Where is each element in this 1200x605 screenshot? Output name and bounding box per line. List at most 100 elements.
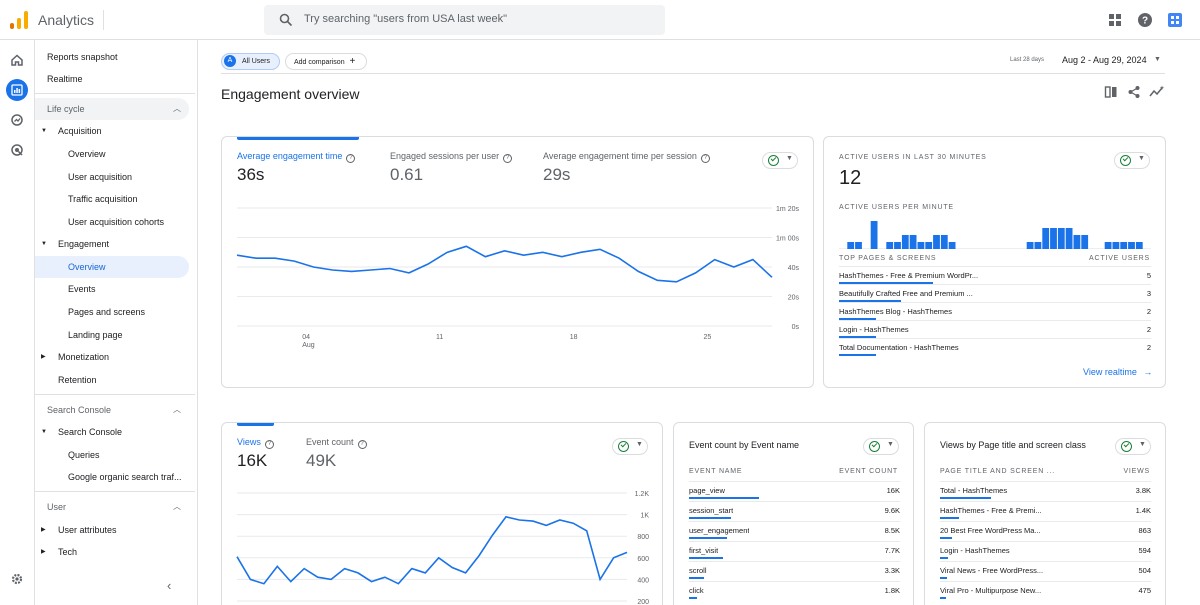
help-icon[interactable]: ?: [503, 154, 513, 163]
comparison-toggle[interactable]: ▼: [863, 438, 899, 455]
sidebar-item-retention[interactable]: Retention: [35, 369, 189, 391]
search-bar[interactable]: Try searching "users from USA last week": [264, 5, 665, 35]
sidebar-item-traffic-acquisition[interactable]: Traffic acquisition: [35, 188, 189, 210]
table-row[interactable]: page_view 16K: [689, 481, 900, 501]
sidebar-item-user-acquisition[interactable]: User acquisition: [35, 166, 189, 188]
minute-bar[interactable]: [855, 242, 862, 249]
minute-bar[interactable]: [847, 242, 855, 249]
minute-bar[interactable]: [894, 242, 901, 249]
minute-bar[interactable]: [1081, 235, 1089, 249]
table-row[interactable]: Viral News - Free WordPress... 504: [940, 561, 1151, 581]
sidebar-item-events[interactable]: Events: [35, 278, 189, 300]
table-row[interactable]: Login - HashThemes 594: [940, 541, 1151, 561]
sidebar-item-monetization[interactable]: ▶ Monetization: [35, 346, 189, 368]
table-row[interactable]: scroll 3.3K: [689, 561, 900, 581]
metric-tab-views[interactable]: Views?: [237, 437, 274, 449]
reports-icon[interactable]: [6, 79, 28, 101]
sidebar-item-engagement[interactable]: ▼ Engagement: [35, 233, 189, 255]
view-realtime-link[interactable]: View realtime →: [1083, 367, 1152, 377]
compare-view-icon[interactable]: [1104, 85, 1118, 99]
help-icon[interactable]: ?: [346, 154, 356, 163]
collapse-nav-icon[interactable]: ‹: [167, 578, 172, 593]
analytics-logo-icon[interactable]: [10, 11, 28, 29]
sidebar-item-pages-and-screens[interactable]: Pages and screens: [35, 301, 189, 323]
date-range-dropdown-icon[interactable]: ▼: [1154, 56, 1161, 63]
series-line[interactable]: [236, 245, 773, 283]
insights-icon[interactable]: [1149, 85, 1165, 99]
sidebar-item-realtime[interactable]: Realtime: [35, 68, 189, 90]
minute-bar[interactable]: [1120, 242, 1128, 249]
sidebar-item-user-acquisition-cohorts[interactable]: User acquisition cohorts: [35, 211, 189, 233]
series-line[interactable]: [236, 515, 628, 585]
table-row[interactable]: Total - HashThemes 3.8K: [940, 481, 1151, 501]
add-comparison-button[interactable]: Add comparison +: [285, 53, 367, 70]
help-icon[interactable]: ?: [264, 440, 274, 449]
comparison-toggle[interactable]: ▼: [762, 152, 798, 169]
minute-bar[interactable]: [1112, 242, 1120, 249]
minute-bar[interactable]: [1128, 242, 1135, 249]
minute-bar[interactable]: [1073, 235, 1081, 249]
account-icon[interactable]: [1167, 12, 1183, 28]
minute-bar[interactable]: [1050, 228, 1057, 249]
table-row[interactable]: HashThemes Blog - HashThemes 2: [839, 302, 1151, 322]
sidebar-item-google-organic-search-traf[interactable]: Google organic search traf...: [35, 466, 189, 488]
apps-grid-icon[interactable]: [1107, 12, 1123, 28]
comparison-toggle[interactable]: ▼: [1114, 152, 1150, 169]
metric-tab-avg-engagement-time[interactable]: Average engagement time?: [237, 151, 356, 163]
settings-icon[interactable]: [6, 568, 28, 590]
sidebar-item-life-cycle[interactable]: Life cycle ︿: [35, 98, 189, 120]
table-row[interactable]: HashThemes - Free & Premium WordPr... 5: [839, 266, 1151, 286]
minute-bar[interactable]: [870, 221, 878, 249]
sidebar-item-search-console[interactable]: ▼ Search Console: [35, 421, 189, 443]
sidebar-item-acquisition[interactable]: ▼ Acquisition: [35, 120, 189, 142]
sidebar-item-user-attributes[interactable]: ▶ User attributes: [35, 519, 189, 541]
metric-tab-event-count[interactable]: Event count?: [306, 437, 367, 449]
sidebar-item-overview[interactable]: Overview: [35, 256, 189, 278]
minute-bar[interactable]: [925, 242, 933, 249]
comparison-toggle[interactable]: ▼: [612, 438, 648, 455]
comparison-toggle[interactable]: ▼: [1115, 438, 1151, 455]
minute-bar[interactable]: [1135, 242, 1143, 249]
help-icon[interactable]: ?: [700, 154, 710, 163]
minute-bar[interactable]: [886, 242, 894, 249]
table-row[interactable]: Login - HashThemes 2: [839, 320, 1151, 340]
table-row[interactable]: Viral Pro - Multipurpose New... 475: [940, 581, 1151, 601]
minute-bar[interactable]: [917, 242, 925, 249]
segment-chip-all-users[interactable]: A All Users: [221, 53, 280, 70]
sidebar-item-tech[interactable]: ▶ Tech: [35, 541, 189, 563]
sidebar-item-search-console[interactable]: Search Console ︿: [35, 399, 189, 421]
sidebar-item-overview[interactable]: Overview: [35, 143, 189, 165]
metric-tab-avg-time-per-session[interactable]: Average engagement time per session?: [543, 151, 710, 163]
table-row[interactable]: session_start 9.6K: [689, 501, 900, 521]
minute-bar[interactable]: [933, 235, 940, 249]
table-row[interactable]: Beautifully Crafted Free and Premium ...…: [839, 284, 1151, 304]
sidebar-item-reports-snapshot[interactable]: Reports snapshot: [35, 46, 189, 68]
table-row[interactable]: click 1.8K: [689, 581, 900, 601]
advertising-icon[interactable]: [6, 139, 28, 161]
search-placeholder[interactable]: Try searching "users from USA last week": [304, 13, 508, 25]
explore-icon[interactable]: [6, 109, 28, 131]
table-row[interactable]: 20 Best Free WordPress Ma... 863: [940, 521, 1151, 541]
sidebar-item-queries[interactable]: Queries: [35, 444, 189, 466]
app-title[interactable]: Analytics: [38, 12, 95, 28]
date-range-value[interactable]: Aug 2 - Aug 29, 2024: [1062, 55, 1147, 65]
help-icon[interactable]: ?: [357, 440, 367, 449]
minute-bar[interactable]: [940, 235, 948, 249]
share-icon[interactable]: [1127, 85, 1141, 99]
table-row[interactable]: user_engagement 8.5K: [689, 521, 900, 541]
help-icon[interactable]: ?: [1137, 12, 1153, 28]
metric-tab-engaged-sessions[interactable]: Engaged sessions per user?: [390, 151, 513, 163]
home-icon[interactable]: [6, 49, 28, 71]
sidebar-item-landing-page[interactable]: Landing page: [35, 324, 189, 346]
table-row[interactable]: first_visit 7.7K: [689, 541, 900, 561]
minute-bar[interactable]: [948, 242, 956, 249]
date-range-preset[interactable]: Last 28 days: [1010, 57, 1045, 63]
minute-bar[interactable]: [901, 235, 909, 249]
minute-bar[interactable]: [1034, 242, 1042, 249]
table-row[interactable]: Total Documentation - HashThemes 2: [839, 338, 1151, 358]
sidebar-item-user[interactable]: User ︿: [35, 496, 189, 518]
table-row[interactable]: HashThemes - Free & Premi... 1.4K: [940, 501, 1151, 521]
minute-bar[interactable]: [1026, 242, 1034, 249]
minute-bar[interactable]: [1065, 228, 1073, 249]
minute-bar[interactable]: [909, 235, 917, 249]
